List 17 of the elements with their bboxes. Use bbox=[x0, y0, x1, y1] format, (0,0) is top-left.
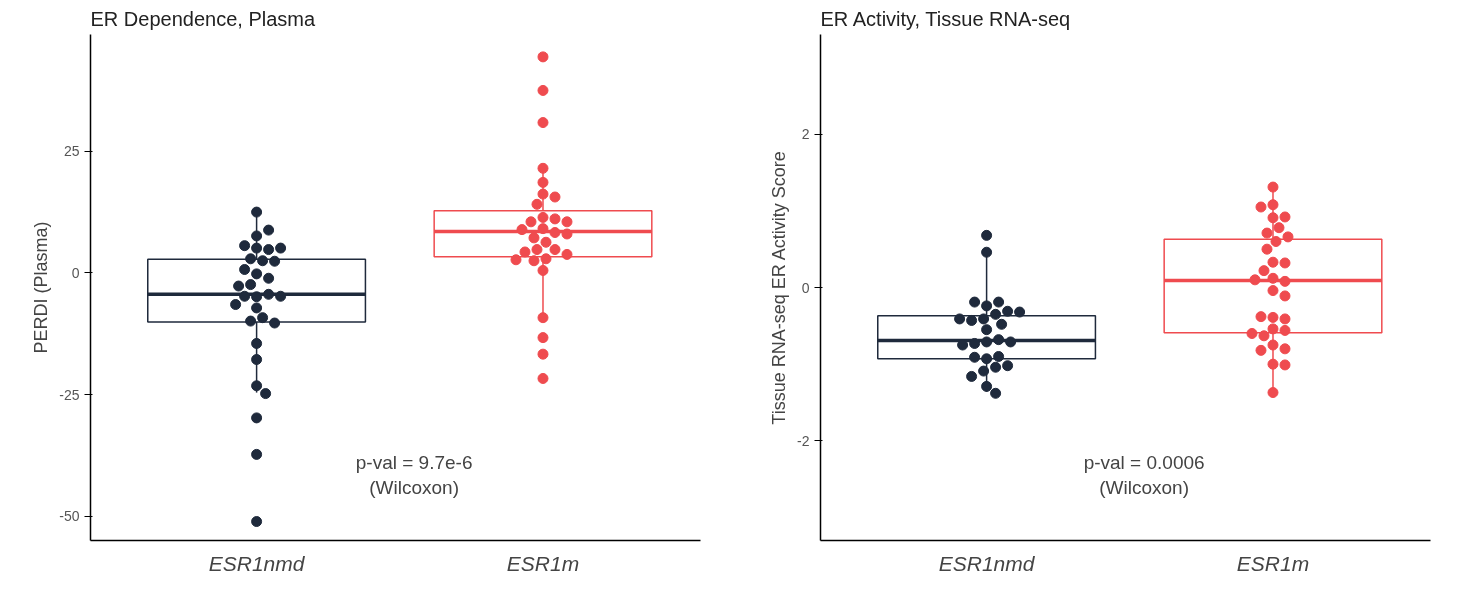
chart-title: ER Dependence, Plasma bbox=[90, 7, 316, 30]
y-tick-label: -50 bbox=[59, 508, 80, 525]
x-tick-label: ESR1m bbox=[1236, 551, 1310, 575]
y-axis-title: Tissue RNA-seq ER Activity Score bbox=[769, 151, 790, 425]
y-tick-label: 25 bbox=[63, 143, 80, 160]
y-tick-label: 2 bbox=[801, 126, 810, 143]
x-tick-label: ESR1m bbox=[506, 551, 580, 575]
x-tick-label: ESR1nmd bbox=[208, 551, 306, 575]
chart-title: ER Activity, Tissue RNA-seq bbox=[820, 7, 1071, 30]
y-tick-label: 0 bbox=[801, 279, 810, 296]
y-tick-label: 0 bbox=[71, 264, 80, 281]
annotation: p-val = 0.0006 (Wilcoxon) bbox=[1083, 451, 1205, 498]
annotation: p-val = 9.7e-6 (Wilcoxon) bbox=[355, 451, 473, 498]
y-tick-label: -2 bbox=[797, 432, 810, 449]
x-tick-label: ESR1nmd bbox=[938, 551, 1036, 575]
y-axis-title: PERDI (Plasma) bbox=[31, 221, 52, 354]
y-tick-label: -25 bbox=[59, 386, 80, 403]
